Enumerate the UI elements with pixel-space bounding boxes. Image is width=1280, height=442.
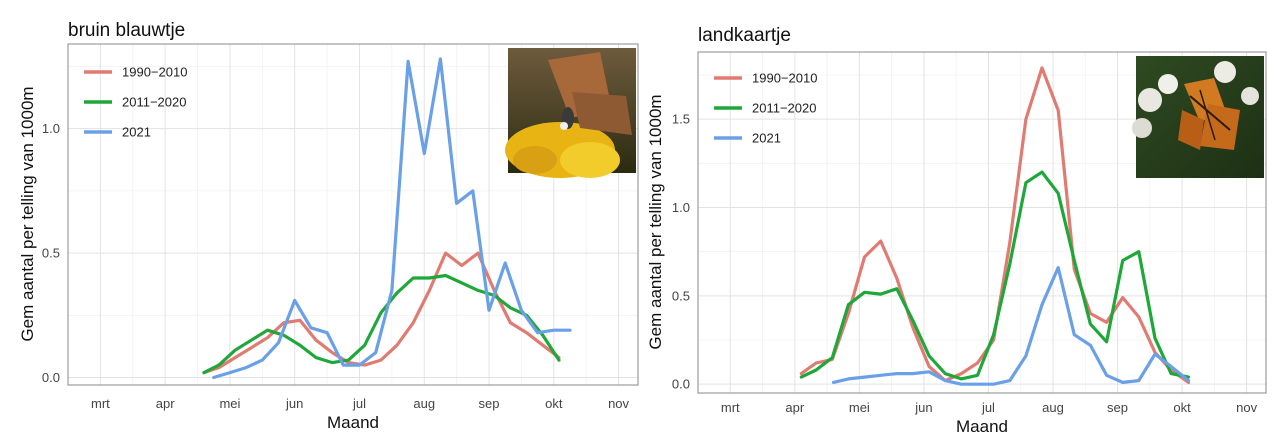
legend-label: 2011−2020 — [752, 101, 816, 116]
legend-label: 1990−2010 — [752, 71, 817, 86]
x-tick-label: nov — [1236, 400, 1257, 415]
x-tick-label: okt — [1173, 400, 1191, 415]
x-tick-label: mrt — [721, 400, 740, 415]
chart-title: landkaartje — [698, 25, 791, 46]
y-tick-label: 0.0 — [42, 370, 60, 385]
x-tick-label: sep — [1107, 400, 1128, 415]
y-tick-label: 0.0 — [672, 377, 690, 392]
legend: 1990−2010 2011−2020 2021 — [84, 65, 187, 140]
plot-frame — [697, 51, 1267, 394]
x-tick-label: jun — [285, 396, 303, 411]
legend-label: 1990−2010 — [122, 65, 187, 80]
x-axis-label: Maand — [327, 413, 379, 432]
y-tick-label: 1.0 — [672, 200, 690, 215]
x-tick-label: jul — [981, 400, 995, 415]
series-line-2011−2020 — [799, 170, 1191, 381]
x-tick-label: mei — [219, 396, 240, 411]
x-ticks: mrt apr mei jun jul aug sep okt nov — [721, 400, 1258, 415]
series-line-2011−2020 — [202, 273, 561, 375]
legend: 1990−2010 2011−2020 2021 — [714, 71, 817, 146]
series-line-2021 — [212, 57, 572, 380]
legend-label: 2021 — [122, 125, 151, 140]
series-lines — [799, 66, 1191, 386]
legend-label: 2021 — [752, 131, 781, 146]
butterfly-photo-2 — [1132, 56, 1264, 178]
x-tick-label: okt — [545, 396, 563, 411]
x-tick-label: aug — [413, 396, 435, 411]
y-tick-label: 1.0 — [42, 121, 60, 136]
x-tick-label: nov — [608, 396, 629, 411]
y-tick-label: 0.5 — [672, 288, 690, 303]
plot-frame — [67, 43, 639, 386]
x-tick-label: sep — [479, 396, 500, 411]
x-tick-label: apr — [785, 400, 804, 415]
series-line-2021 — [831, 266, 1191, 386]
y-tick-label: 0.5 — [42, 246, 60, 261]
legend-label: 2011−2020 — [122, 95, 186, 110]
x-tick-label: mei — [849, 400, 870, 415]
x-tick-label: jul — [352, 396, 366, 411]
x-tick-label: mrt — [91, 396, 110, 411]
series-lines — [202, 57, 572, 380]
y-axis-label: Gem aantal per telling van 1000m — [646, 94, 665, 349]
x-tick-label: aug — [1042, 400, 1064, 415]
x-ticks: mrt apr mei jun jul aug sep okt nov — [91, 396, 630, 411]
chart-panel-landkaartje: landkaartje mrt apr mei jun jul aug sep okt nov … — [646, 25, 1267, 436]
series-line-1990−2010 — [799, 66, 1191, 384]
y-ticks: 0.0 0.5 1.0 — [42, 121, 60, 385]
y-tick-label: 1.5 — [672, 112, 690, 127]
chart-panel-bruin-blauwtje: bruin blauwtje mrt apr mei jun jul aug sep okt n… — [18, 20, 639, 432]
chart-title: bruin blauwtje — [68, 20, 185, 41]
x-tick-label: apr — [156, 396, 175, 411]
x-axis-label: Maand — [956, 417, 1008, 436]
y-ticks: 0.0 0.5 1.0 1.5 — [672, 112, 690, 392]
x-tick-label: jun — [914, 400, 932, 415]
y-axis-label: Gem aantal per telling van 1000m — [18, 86, 37, 341]
butterfly-photo-1 — [505, 48, 636, 178]
